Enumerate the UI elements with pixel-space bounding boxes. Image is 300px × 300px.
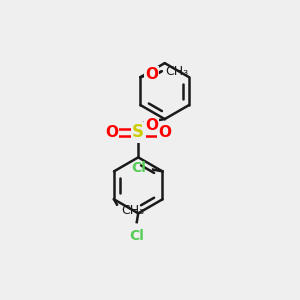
- Text: O: O: [158, 125, 171, 140]
- Text: O: O: [105, 125, 118, 140]
- Text: CH₃: CH₃: [122, 204, 145, 217]
- Text: Cl: Cl: [131, 161, 146, 175]
- Text: O: O: [145, 118, 158, 133]
- Text: CH₃: CH₃: [166, 65, 189, 78]
- Text: Cl: Cl: [129, 230, 144, 244]
- Text: O: O: [145, 67, 158, 82]
- Text: S: S: [132, 123, 144, 141]
